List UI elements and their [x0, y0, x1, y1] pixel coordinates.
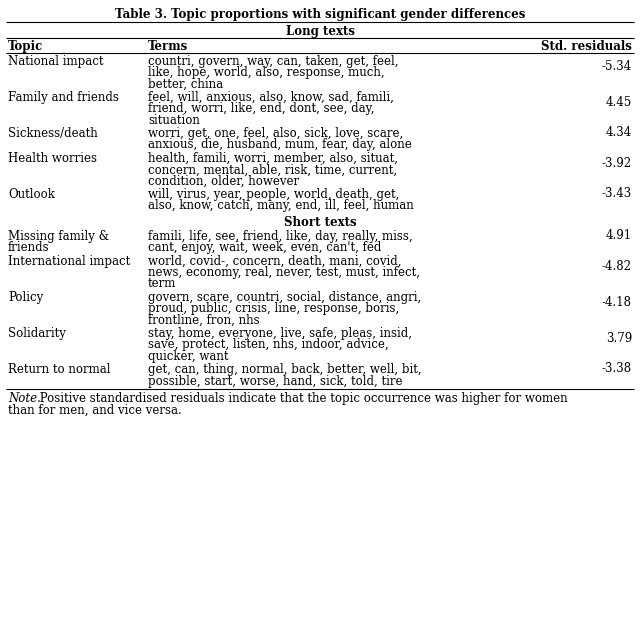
- Text: friend, worri, like, end, dont, see, day,: friend, worri, like, end, dont, see, day…: [148, 102, 374, 115]
- Text: save, protect, listen, nhs, indoor, advice,: save, protect, listen, nhs, indoor, advi…: [148, 338, 388, 352]
- Text: -3.92: -3.92: [602, 157, 632, 170]
- Text: feel, will, anxious, also, know, sad, famili,: feel, will, anxious, also, know, sad, fa…: [148, 91, 394, 104]
- Text: Terms: Terms: [148, 40, 188, 53]
- Text: 4.34: 4.34: [605, 127, 632, 139]
- Text: Family and friends: Family and friends: [8, 91, 119, 104]
- Text: Note.: Note.: [8, 392, 41, 405]
- Text: -5.34: -5.34: [602, 60, 632, 73]
- Text: worri, get, one, feel, also, sick, love, scare,: worri, get, one, feel, also, sick, love,…: [148, 127, 403, 140]
- Text: Return to normal: Return to normal: [8, 363, 111, 377]
- Text: countri, govern, way, can, taken, get, feel,: countri, govern, way, can, taken, get, f…: [148, 55, 399, 68]
- Text: proud, public, crisis, line, response, boris,: proud, public, crisis, line, response, b…: [148, 302, 399, 315]
- Text: -4.18: -4.18: [602, 296, 632, 309]
- Text: cant, enjoy, wait, week, even, can't, fed: cant, enjoy, wait, week, even, can't, fe…: [148, 241, 381, 254]
- Text: Missing family &: Missing family &: [8, 230, 109, 243]
- Text: Short texts: Short texts: [284, 216, 356, 229]
- Text: condition, older, however: condition, older, however: [148, 174, 299, 188]
- Text: Table 3. Topic proportions with significant gender differences: Table 3. Topic proportions with signific…: [115, 8, 525, 21]
- Text: Std. residuals: Std. residuals: [541, 40, 632, 53]
- Text: news, economy, real, never, test, must, infect,: news, economy, real, never, test, must, …: [148, 266, 420, 279]
- Text: frontline, fron, nhs: frontline, fron, nhs: [148, 314, 260, 326]
- Text: National impact: National impact: [8, 55, 104, 68]
- Text: 4.45: 4.45: [605, 96, 632, 109]
- Text: Sickness/death: Sickness/death: [8, 127, 98, 140]
- Text: 3.79: 3.79: [605, 332, 632, 345]
- Text: like, hope, world, also, response, much,: like, hope, world, also, response, much,: [148, 66, 385, 80]
- Text: possible, start, worse, hand, sick, told, tire: possible, start, worse, hand, sick, told…: [148, 375, 403, 387]
- Text: friends: friends: [8, 241, 50, 254]
- Text: stay, home, everyone, live, safe, pleas, insid,: stay, home, everyone, live, safe, pleas,…: [148, 327, 412, 340]
- Text: -3.43: -3.43: [602, 187, 632, 200]
- Text: -3.38: -3.38: [602, 363, 632, 375]
- Text: Positive standardised residuals indicate that the topic occurrence was higher fo: Positive standardised residuals indicate…: [36, 392, 568, 405]
- Text: concern, mental, able, risk, time, current,: concern, mental, able, risk, time, curre…: [148, 163, 397, 176]
- Text: also, know, catch, many, end, ill, feel, human: also, know, catch, many, end, ill, feel,…: [148, 200, 413, 212]
- Text: 4.91: 4.91: [606, 229, 632, 242]
- Text: Topic: Topic: [8, 40, 44, 53]
- Text: Outlook: Outlook: [8, 188, 55, 201]
- Text: situation: situation: [148, 113, 200, 127]
- Text: Solidarity: Solidarity: [8, 327, 66, 340]
- Text: govern, scare, countri, social, distance, angri,: govern, scare, countri, social, distance…: [148, 291, 421, 304]
- Text: than for men, and vice versa.: than for men, and vice versa.: [8, 403, 182, 417]
- Text: health, famili, worri, member, also, situat,: health, famili, worri, member, also, sit…: [148, 152, 398, 165]
- Text: better, china: better, china: [148, 78, 223, 90]
- Text: Long texts: Long texts: [285, 25, 355, 38]
- Text: International impact: International impact: [8, 255, 131, 268]
- Text: -4.82: -4.82: [602, 259, 632, 273]
- Text: get, can, thing, normal, back, better, well, bit,: get, can, thing, normal, back, better, w…: [148, 363, 422, 377]
- Text: will, virus, year, people, world, death, get,: will, virus, year, people, world, death,…: [148, 188, 399, 201]
- Text: anxious, die, husband, mum, fear, day, alone: anxious, die, husband, mum, fear, day, a…: [148, 139, 412, 151]
- Text: world, covid-, concern, death, mani, covid,: world, covid-, concern, death, mani, cov…: [148, 255, 401, 268]
- Text: term: term: [148, 277, 177, 291]
- Text: Policy: Policy: [8, 291, 44, 304]
- Text: famili, life, see, friend, like, day, really, miss,: famili, life, see, friend, like, day, re…: [148, 230, 413, 243]
- Text: Health worries: Health worries: [8, 152, 97, 165]
- Text: quicker, want: quicker, want: [148, 350, 228, 363]
